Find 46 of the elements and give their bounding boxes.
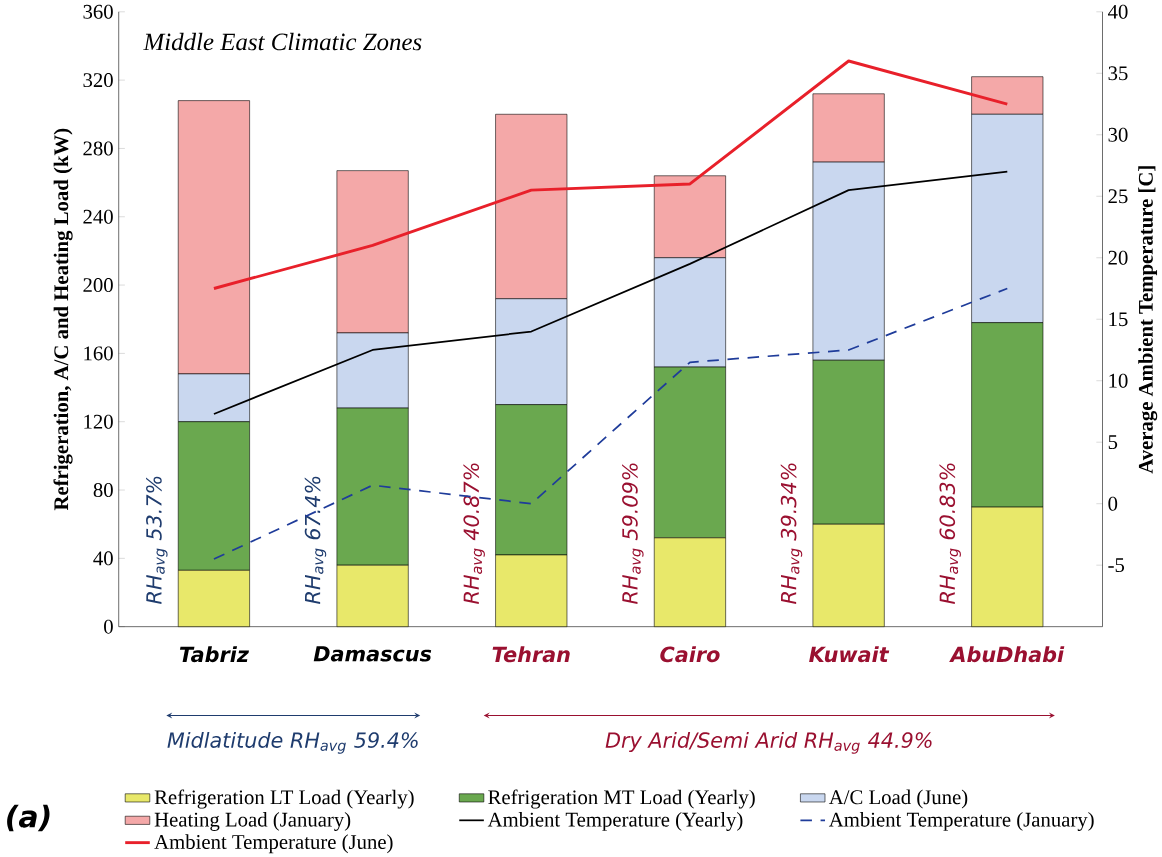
y2-axis-title: Average Ambient Temperature [C]: [1138, 166, 1158, 474]
legend-label: Ambient Temperature (January): [828, 812, 1094, 832]
y-tick-label: 160: [84, 346, 113, 361]
text: Dry Arid/Semi Arid RH$_{avg}$ 44.9%: [605, 732, 932, 754]
legend-label: Ambient Temperature (Yearly): [487, 812, 743, 832]
y2-tick-label: 10: [1109, 373, 1128, 388]
y-tick-label: 120: [84, 414, 113, 429]
annotation: RH$_{avg}$ 40.87%: [463, 463, 485, 605]
x-tick-label: Tabriz: [179, 646, 249, 663]
legend-label: Heating Load (January): [154, 812, 351, 832]
text: Midlatitude RH$_{avg}$ 59.4%: [167, 732, 418, 754]
y-tick-label: 280: [83, 141, 113, 156]
text: (a): [7, 804, 50, 832]
x-tick-label: Kuwait: [809, 646, 890, 663]
y2-tick-label: -5: [1108, 558, 1125, 573]
y2-tick-label: 15: [1109, 312, 1128, 327]
x-tick-label: Tehran: [492, 646, 570, 663]
y-tick-label: 80: [93, 483, 113, 498]
x-tick-label: AbuDhabi: [949, 646, 1065, 663]
y2-tick-label: 25: [1108, 189, 1128, 204]
y2-tick-label: 30: [1108, 127, 1128, 142]
annotation: RH$_{avg}$ 59.09%: [622, 463, 644, 605]
y2-tick-label: 20: [1108, 250, 1128, 265]
x-tick-label: Cairo: [660, 646, 720, 663]
y-tick-label: 320: [83, 73, 113, 88]
text: Middle East Climatic Zones: [143, 32, 422, 51]
annotation: RH$_{avg}$ 39.34%: [780, 463, 803, 605]
x-tick-label: Damascus: [313, 646, 432, 662]
y2-tick-label: 40: [1108, 4, 1128, 19]
legend-label: Ambient Temperature (June): [154, 834, 393, 854]
annotation: RH$_{avg}$ 67.4%: [304, 476, 327, 605]
line-series: [212, 59, 1009, 291]
legend-label: Refrigeration LT Load (Yearly): [154, 789, 414, 809]
y-tick-label: 360: [83, 4, 113, 19]
legend-label: A/C Load (June): [828, 789, 968, 809]
y-tick-label: 0: [104, 619, 113, 634]
y-tick-label: 40: [93, 551, 113, 566]
y-tick-label: 240: [83, 209, 113, 224]
y2-tick-label: 0: [1108, 496, 1118, 511]
y-axis-title: Refrigeration, A/C and Heating Load (kW): [53, 129, 73, 511]
annotation: RH$_{avg}$ 60.83%: [939, 463, 961, 605]
y2-tick-label: 35: [1108, 66, 1128, 81]
y-tick-label: 200: [83, 278, 113, 293]
y2-tick-label: 5: [1108, 435, 1118, 450]
annotation: RH$_{avg}$ 53.7%: [146, 476, 168, 605]
legend-label: Refrigeration MT Load (Yearly): [488, 789, 755, 809]
